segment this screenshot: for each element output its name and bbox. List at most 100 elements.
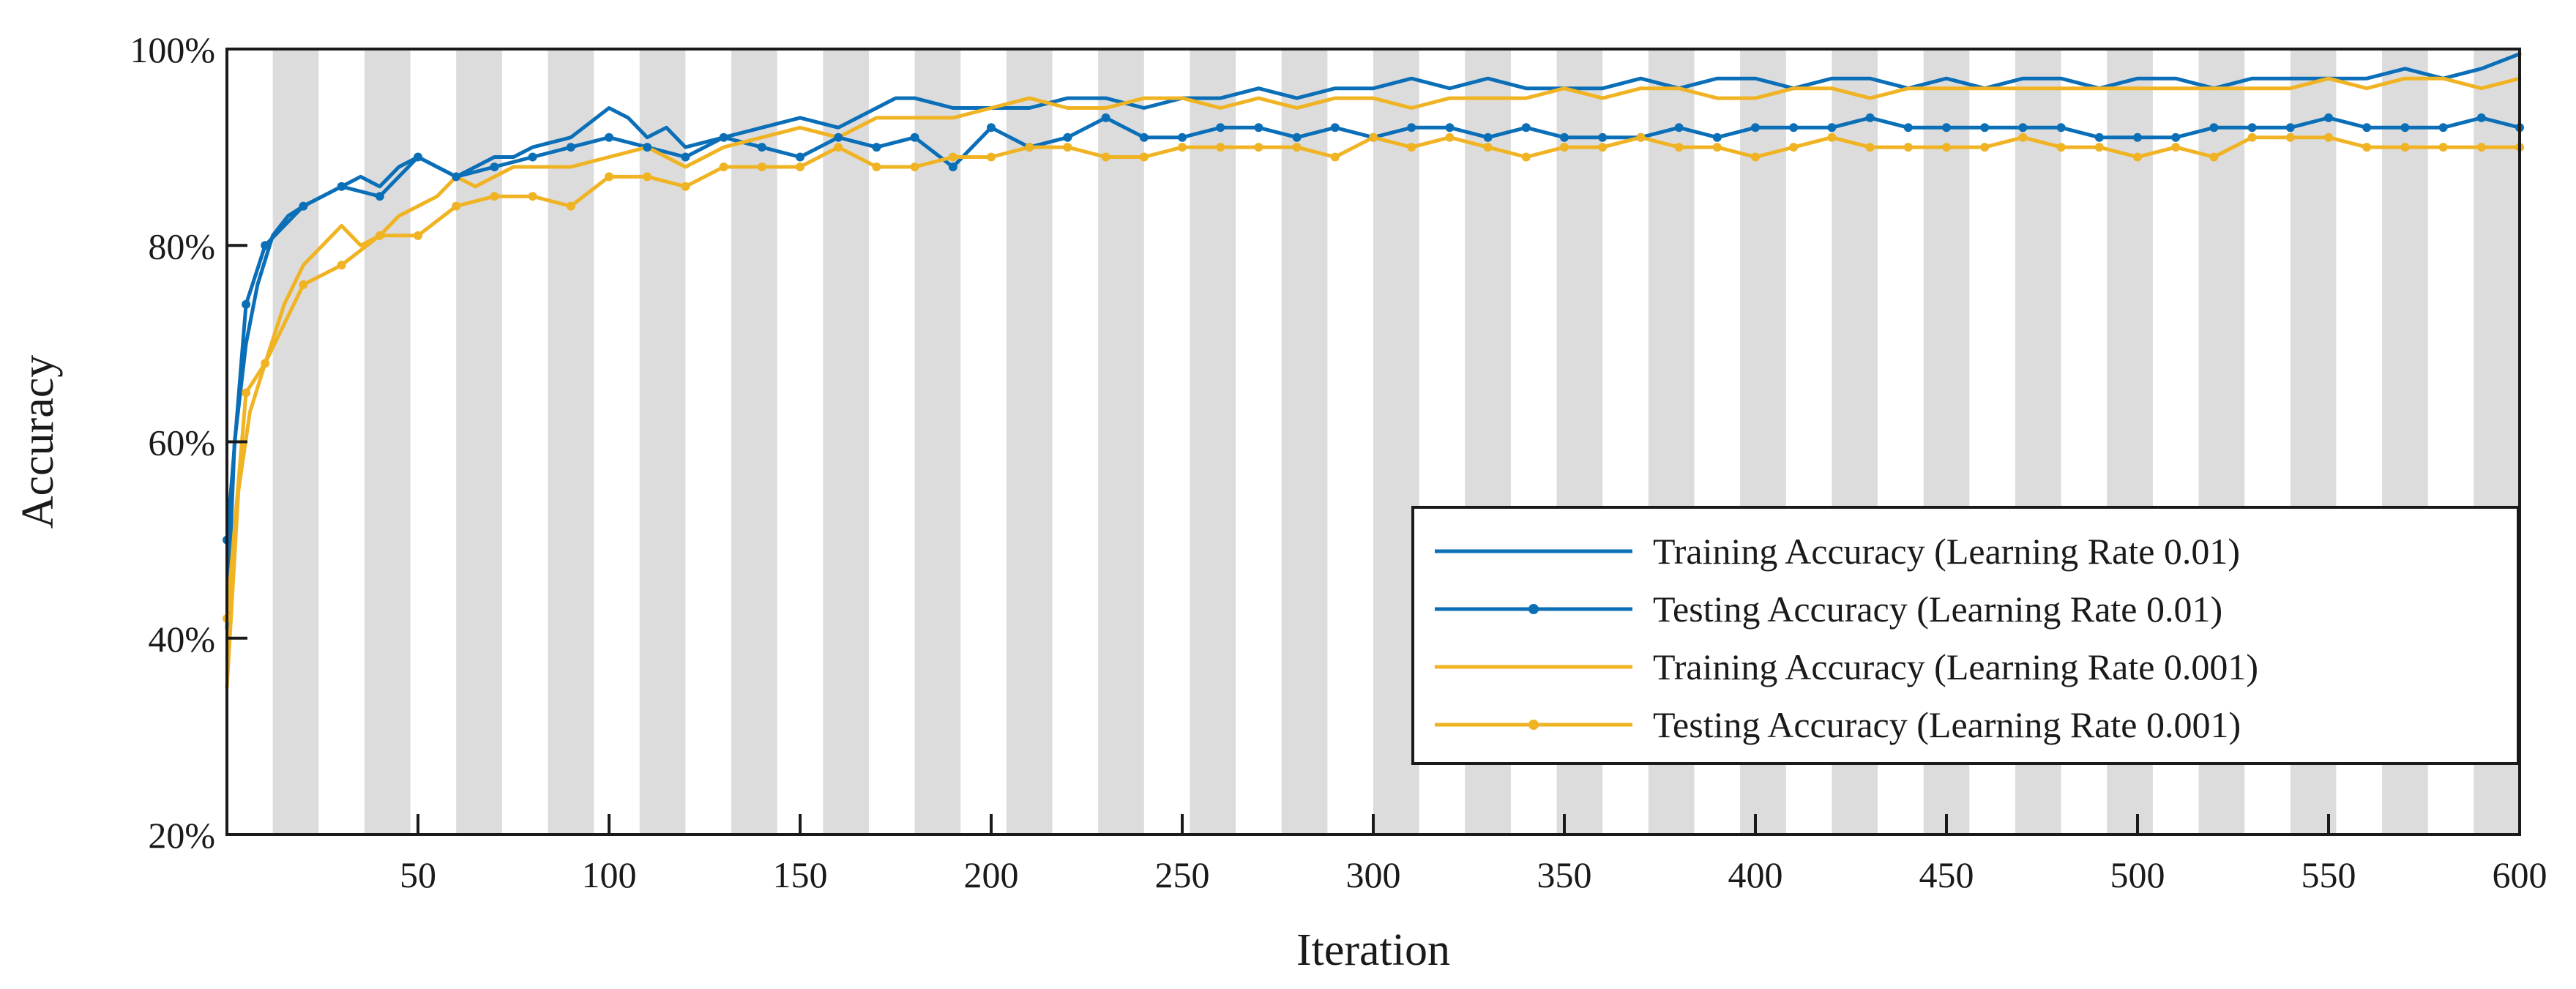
x-tick-label: 550 [2301, 854, 2356, 895]
series-4-point [2018, 133, 2028, 142]
x-tick-label: 100 [582, 854, 637, 895]
series-4-point [337, 261, 346, 270]
series-line-2 [225, 116, 2522, 542]
x-tick-label: 300 [1346, 854, 1401, 895]
background-band [823, 49, 869, 835]
series-4-point [643, 172, 652, 182]
x-tick-label: 50 [400, 854, 436, 895]
series-2-point [1903, 123, 1913, 133]
series-2-point [2285, 123, 2295, 133]
series-4-point [1369, 133, 1378, 142]
series-2-point [261, 241, 270, 250]
series-2-point [2247, 123, 2257, 133]
series-2-point [872, 143, 881, 152]
series-2-point [719, 133, 728, 142]
y-tick-label: 20% [148, 815, 215, 856]
series-4-point [1330, 152, 1340, 162]
background-band [731, 49, 777, 835]
series-4-point [987, 152, 996, 162]
background-band [272, 49, 319, 835]
series-4-point [2400, 143, 2410, 152]
series-2-point [757, 143, 766, 152]
series-4-point [242, 388, 251, 398]
background-band [364, 49, 411, 835]
series-4-point [796, 162, 804, 171]
background-band [1190, 49, 1236, 835]
series-2-point [1560, 133, 1569, 142]
series-4-point [1827, 133, 1837, 142]
series-2-point [1865, 113, 1875, 122]
background-band [548, 49, 594, 835]
x-tick-label: 150 [773, 854, 828, 895]
series-4-point [1751, 152, 1760, 162]
legend: Training Accuracy (Learning Rate 0.01) Te… [1411, 506, 2520, 765]
series-4-point [1216, 143, 1225, 152]
series-2-point [1101, 113, 1110, 122]
legend-label: Testing Accuracy (Learning Rate 0.01) [1653, 589, 2222, 630]
series-4-point [681, 182, 690, 191]
series-2-point [1712, 133, 1722, 142]
series-4-point [299, 280, 308, 289]
y-tick-label: 60% [148, 422, 215, 463]
series-4-point [1789, 143, 1799, 152]
series-4-point [719, 162, 728, 171]
series-2-point [1789, 123, 1799, 133]
series-4-point [1521, 152, 1531, 162]
series-2-point [1483, 133, 1493, 142]
legend-swatch-marker [1528, 720, 1539, 730]
series-2-point [1178, 133, 1187, 142]
series-4-point [948, 152, 957, 162]
series-2-point [414, 152, 422, 162]
series-4-point [1483, 143, 1493, 152]
series-2-point [375, 192, 384, 201]
series-2-point [1827, 123, 1837, 133]
axis-ticks [227, 48, 2521, 836]
series-2-point [1751, 123, 1760, 133]
series-2-point [337, 182, 346, 191]
series-2-point [1063, 133, 1072, 142]
series-4-point [1139, 152, 1149, 162]
series-4-point [2438, 143, 2448, 152]
series-4-point [490, 192, 499, 201]
x-tick-label: 400 [1728, 854, 1783, 895]
series-2-point [1445, 123, 1455, 133]
series-2-point [1980, 123, 1990, 133]
series-4-point [261, 359, 270, 368]
x-tick-label: 200 [964, 854, 1019, 895]
x-tick-label: 450 [1919, 854, 1974, 895]
series-4-point [1560, 143, 1569, 152]
series-2-point [605, 133, 613, 142]
series-4-point [528, 192, 537, 201]
series-4-point [1674, 143, 1684, 152]
series-4-point [2133, 152, 2142, 162]
series-2-point [1521, 123, 1531, 133]
series-2-point [948, 162, 957, 171]
series-4-point [1942, 143, 1951, 152]
series-markers [223, 113, 2524, 623]
series-2-point [2438, 123, 2448, 133]
series-2-point [1254, 123, 1263, 133]
series-2-point [2476, 113, 2486, 122]
x-tick-label: 600 [2493, 854, 2547, 895]
series-2-point [1216, 123, 1225, 133]
series-2-point [242, 299, 251, 309]
series-4-point [2285, 133, 2295, 142]
series-4-point [1025, 143, 1034, 152]
series-2-point [528, 152, 537, 162]
x-tick-label: 350 [1537, 854, 1592, 895]
series-2-point [452, 172, 461, 182]
background-band [1098, 49, 1144, 835]
series-2-point [2018, 123, 2028, 133]
series-4-point [2094, 143, 2104, 152]
series-2-point [2400, 123, 2410, 133]
series-4-point [1903, 143, 1913, 152]
series-2-point [566, 143, 575, 152]
series-2-point [1330, 123, 1340, 133]
series-2-point [490, 162, 499, 171]
y-tick-label: 100% [130, 29, 215, 70]
series-2-point [643, 143, 652, 152]
series-4-point [1712, 143, 1722, 152]
series-4-point [452, 201, 461, 211]
series-4-point [1101, 152, 1110, 162]
